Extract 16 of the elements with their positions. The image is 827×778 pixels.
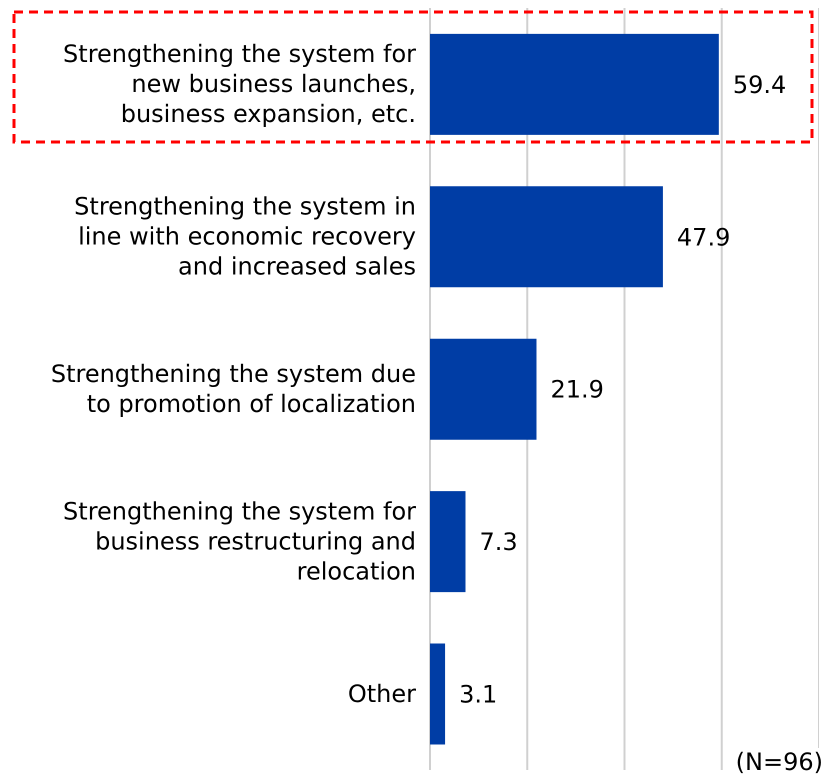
y-tick-label: Other — [348, 680, 416, 708]
data-label: 7.3 — [479, 528, 518, 556]
data-label: 59.4 — [732, 70, 786, 99]
data-label: 3.1 — [459, 680, 498, 709]
y-tick-label: Strengthening the system for business restructuring and relocation — [63, 497, 416, 586]
y-tick-label: Strengthening the system for new business launches, business expansion, etc. — [63, 40, 416, 128]
bar — [430, 644, 446, 745]
data-label: 21.9 — [550, 376, 604, 404]
bar — [430, 34, 719, 135]
y-tick-label: Strengthening the system due to promotion of localization — [50, 360, 416, 418]
bar — [430, 338, 536, 440]
data-label: 47.9 — [676, 223, 730, 252]
bar — [430, 186, 663, 288]
annotation: (N=96) — [736, 748, 823, 776]
y-tick-label: Strengthening the system in line with economic recovery and increased sales — [74, 192, 416, 281]
bar — [430, 491, 466, 592]
